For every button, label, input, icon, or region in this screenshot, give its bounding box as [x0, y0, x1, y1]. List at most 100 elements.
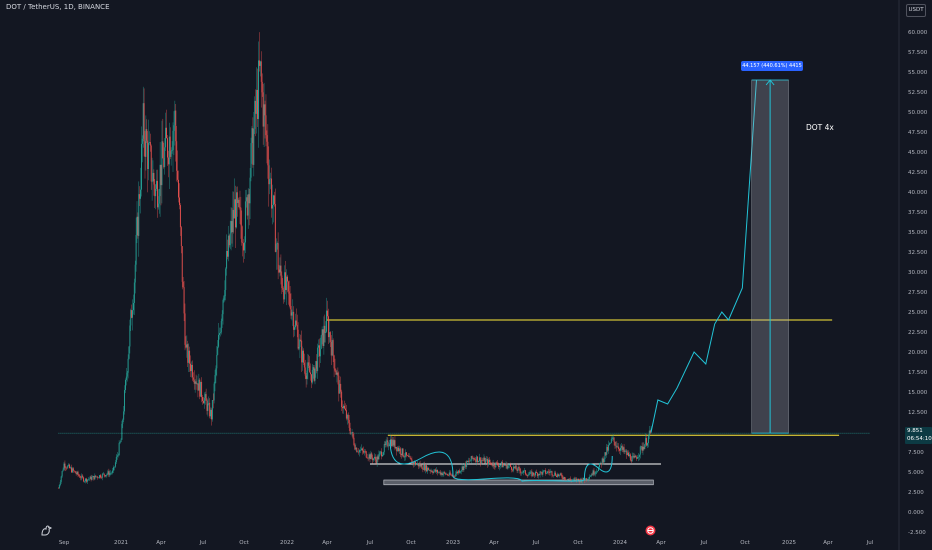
tradingview-logo-icon[interactable] [40, 522, 54, 536]
candle-body [71, 467, 72, 473]
candle-body [310, 372, 312, 375]
candle-body [370, 453, 372, 460]
candle-body [264, 104, 266, 116]
annotation-text[interactable]: DOT 4x [806, 123, 834, 132]
candle-body [293, 311, 295, 330]
candle-body [532, 472, 534, 477]
candle-body [505, 463, 507, 466]
x-tick-label: Apr [322, 540, 332, 546]
candle-body [400, 453, 402, 456]
candle-body [128, 346, 130, 359]
candle-body [121, 423, 123, 440]
candle-body [294, 327, 296, 330]
candle-body [344, 405, 345, 409]
candle-body [551, 471, 553, 476]
y-tick-label: 55.000 [908, 70, 928, 76]
candle-body [510, 464, 512, 467]
candle-body [276, 243, 278, 244]
candle-body [406, 455, 408, 457]
candle-body [375, 459, 377, 464]
candle-body [208, 402, 210, 404]
y-tick-label: 5.000 [908, 470, 924, 476]
candle-body [629, 454, 630, 457]
candle-body [156, 180, 158, 208]
candle-body [537, 474, 539, 477]
candle-body [231, 221, 233, 233]
candle-body [570, 479, 572, 481]
candle-body [310, 374, 312, 383]
candle-body [597, 471, 599, 472]
candle-body [459, 471, 461, 473]
candle-body [447, 474, 448, 476]
candle-body [497, 462, 499, 466]
candle-body [268, 165, 270, 185]
candle-body [95, 475, 97, 477]
candle-body [286, 276, 287, 290]
candle-body [345, 410, 347, 419]
candle-body [148, 142, 150, 169]
candle-body [319, 348, 321, 357]
candle-body [572, 479, 574, 481]
event-flag-icon[interactable] [645, 521, 656, 536]
candle-body [118, 443, 120, 456]
candle-body [340, 383, 342, 392]
candle-body [281, 275, 283, 289]
candle-body [528, 474, 530, 475]
candle-body [511, 466, 512, 470]
candle-body [88, 478, 90, 480]
candle-body [87, 479, 89, 480]
candle-body [223, 296, 225, 301]
candle-body [372, 457, 374, 461]
candle-body [134, 264, 136, 283]
measure-label[interactable]: 44.157 (440.61%) 4415 [741, 61, 803, 71]
candle-body [411, 459, 413, 464]
candle-body [330, 341, 332, 356]
candle-body [435, 469, 437, 472]
candle-body [645, 438, 647, 445]
candle-body [216, 354, 218, 369]
x-tick-label: Apr [656, 540, 666, 546]
candle-body [471, 456, 473, 459]
currency-selector[interactable]: USDT [906, 4, 926, 17]
candle-body [585, 478, 587, 481]
candle-body [156, 180, 158, 189]
candle-body [554, 472, 556, 476]
candle-body [494, 466, 496, 468]
candle-body [546, 473, 547, 474]
candle-body [388, 445, 390, 447]
candle-body [386, 440, 388, 442]
candle-body [626, 450, 628, 456]
x-tick-label: Oct [239, 540, 249, 546]
candle-body [446, 474, 448, 475]
candle-body [299, 339, 301, 347]
candle-body [382, 452, 384, 455]
candle-body [324, 325, 326, 333]
candle-body [466, 460, 468, 468]
candle-body [488, 459, 489, 465]
candle-body [99, 475, 101, 478]
candle-body [64, 463, 66, 468]
candle-body [120, 439, 122, 443]
candle-body [218, 334, 220, 347]
candle-body [141, 138, 143, 144]
candle-body [646, 438, 648, 446]
y-tick-label: 30.000 [908, 270, 928, 276]
candle-body [606, 447, 608, 455]
candle-body [623, 447, 625, 452]
candle-body [179, 197, 180, 206]
candle-body [419, 463, 421, 467]
candle-body [167, 138, 168, 158]
candle-body [632, 455, 634, 457]
candle-body [114, 466, 115, 468]
candle-body [110, 472, 112, 474]
candle-body [437, 469, 438, 473]
symbol-title[interactable]: DOT / TetherUS, 1D, BINANCE [6, 3, 110, 11]
candle-body [575, 478, 577, 480]
candle-body [74, 471, 76, 474]
candle-body [398, 447, 399, 451]
candle-body [189, 350, 191, 364]
candle-body [262, 92, 264, 127]
candle-body [473, 458, 475, 460]
candle-body [159, 164, 161, 197]
